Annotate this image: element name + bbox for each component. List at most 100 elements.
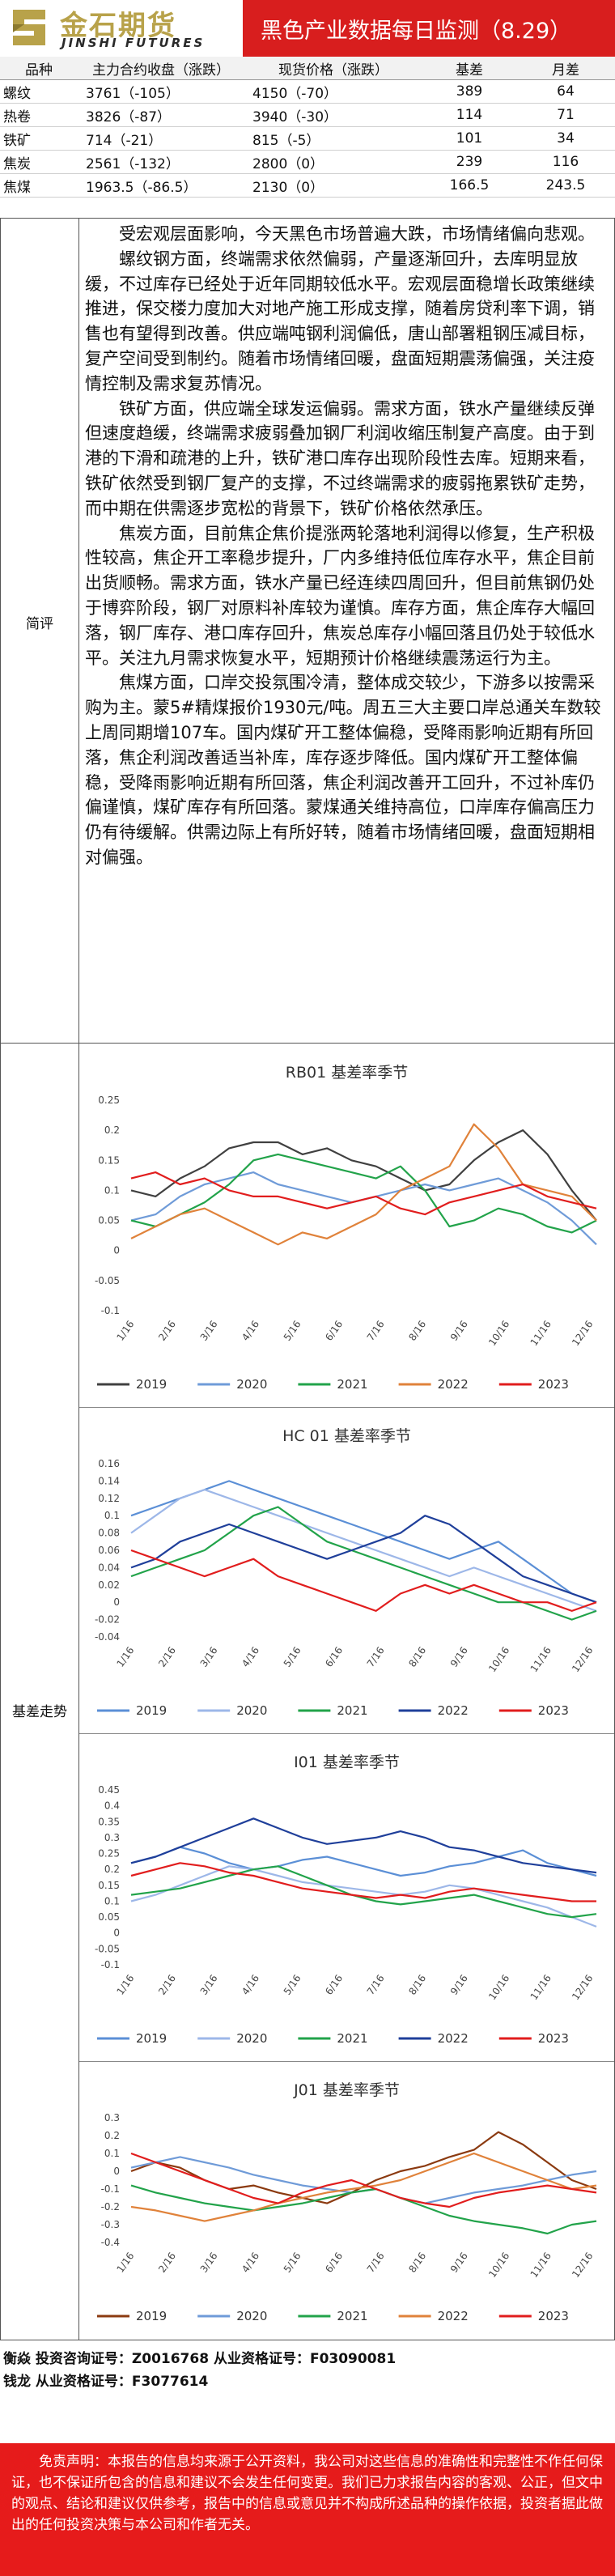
y-tick-label: -0.1 <box>101 1959 120 1970</box>
analyst-line: 衡焱 投资咨询证号：Z0016768 从业资格证号：F03090081 <box>3 2351 397 2367</box>
y-tick-label: -0.04 <box>95 1631 120 1643</box>
x-tick-label: 11/16 <box>528 1645 554 1674</box>
x-tick-label: 4/16 <box>240 1973 261 1997</box>
commentary-label: 简评 <box>26 616 53 632</box>
x-tick-label: 6/16 <box>323 1645 345 1669</box>
x-tick-label: 11/16 <box>528 1319 554 1348</box>
series-line-2021 <box>130 1506 597 1621</box>
legend-label: 2020 <box>236 2309 267 2323</box>
futures-close: 714（-21） <box>78 126 244 151</box>
y-tick-label: 0.4 <box>104 1800 120 1812</box>
y-tick-label: 0 <box>113 1596 120 1608</box>
x-tick-label: 12/16 <box>570 1319 595 1348</box>
column-header: 基差 <box>422 57 516 80</box>
y-tick-label: 0 <box>113 2166 120 2177</box>
series-line-2022 <box>130 1515 597 1604</box>
y-tick-label: 0.35 <box>98 1816 120 1827</box>
basis-value: 166.5 <box>422 173 516 198</box>
series-line-2021 <box>130 2184 597 2235</box>
y-tick-label: 0.05 <box>98 1911 120 1923</box>
table-row: 焦炭 2561（-132） 2800（0） 239 116 <box>0 150 615 174</box>
legend-label: 2021 <box>337 1377 367 1392</box>
legend-label: 2022 <box>438 1703 469 1718</box>
x-tick-label: 8/16 <box>406 2251 428 2275</box>
x-tick-label: 5/16 <box>282 1645 303 1669</box>
legend-label: 2020 <box>236 1377 267 1392</box>
basis-value: 389 <box>422 79 516 104</box>
legend-label: 2019 <box>136 1703 167 1718</box>
spread-value: 71 <box>516 103 615 127</box>
y-tick-label: -0.4 <box>101 2237 120 2248</box>
x-tick-label: 5/16 <box>282 2251 303 2275</box>
chart-j01-svg: J01 基差率季节 0.3 0.2 0.1 0 -0.1 -0.2 -0.3 -0.4 1/16 2… <box>97 2081 597 2323</box>
spread-value: 243.5 <box>516 173 615 198</box>
commodity-name: 螺纹 <box>0 79 78 104</box>
commodity-name: 热卷 <box>0 103 78 127</box>
table-row: 焦煤 1963.5（-86.5） 2130（0） 166.5 243.5 <box>0 173 615 198</box>
x-tick-label: 10/16 <box>486 1973 511 2002</box>
chart-rb01: RB01 基差率季节 0.25 0.2 0.15 0.1 0.05 0 -0.05 -0.1 1/… <box>79 1044 614 1408</box>
y-tick-label: -0.05 <box>95 1943 120 1954</box>
spread-value: 34 <box>516 126 615 151</box>
series-line-2022 <box>130 1123 597 1246</box>
series-line-2023 <box>130 1171 597 1216</box>
basis-value: 101 <box>422 126 516 151</box>
price-table: 品种 主力合约收盘（涨跌） 现货价格（涨跌） 基差 月差 螺纹 3761（-10… <box>0 57 615 198</box>
x-tick-label: 7/16 <box>365 1645 387 1669</box>
series-line-2021 <box>130 1865 597 1919</box>
company-logo: 金石期货 JINSHI FUTURES <box>0 0 243 57</box>
x-tick-label: 2/16 <box>156 1319 178 1343</box>
commentary-paragraph: 焦炭方面，目前焦企焦价提涨两轮落地利润得以修复，生产积极性较高，焦企开工率稳步提… <box>85 523 595 668</box>
chart-i01-svg: I01 基差率季节 0.45 0.4 0.35 0.3 0.25 0.2 0.15 0.1 0.0… <box>95 1753 597 2046</box>
analyst-line: 钱龙 从业资格证号：F3077614 <box>3 2374 209 2390</box>
chart-rb01-svg: RB01 基差率季节 0.25 0.2 0.15 0.1 0.05 0 -0.05 -0.1 1/… <box>95 1064 597 1392</box>
y-tick-label: -0.05 <box>95 1275 120 1286</box>
y-tick-label: 0.12 <box>98 1493 120 1504</box>
table-row: 热卷 3826（-87） 3940（-30） 114 71 <box>0 103 615 127</box>
column-header: 品种 <box>0 57 78 80</box>
y-tick-label: 0.25 <box>98 1095 120 1106</box>
table-row: 铁矿 714（-21） 815（-5） 101 34 <box>0 126 615 151</box>
legend-label: 2022 <box>438 1377 469 1392</box>
y-tick-label: 0.3 <box>104 1832 120 1843</box>
basis-value: 239 <box>422 150 516 174</box>
commentary-paragraph: 螺纹钢方面，终端需求依然偏弱，产量逐渐回升，去库明显放缓，不过库存已经处于近年同… <box>85 249 595 393</box>
y-tick-label: 0.1 <box>104 1184 120 1196</box>
chart-j01: J01 基差率季节 0.3 0.2 0.1 0 -0.1 -0.2 -0.3 -0.4 1/16 2… <box>79 2061 614 2339</box>
y-tick-label: -0.1 <box>101 1305 120 1316</box>
x-tick-label: 6/16 <box>323 2251 345 2275</box>
y-tick-label: 0.06 <box>98 1545 120 1556</box>
y-tick-label: 0.25 <box>98 1848 120 1860</box>
y-tick-label: 0.15 <box>98 1154 120 1166</box>
x-tick-label: 3/16 <box>198 1645 220 1669</box>
futures-close: 3761（-105） <box>78 79 244 104</box>
spot-price: 4150（-70） <box>244 79 422 104</box>
row-label-column: 简评 基差走势 <box>1 219 79 2340</box>
series-line-2019 <box>130 1846 597 1877</box>
logo-chinese-name: 金石期货 <box>60 10 176 42</box>
section-divider <box>1 1043 614 1044</box>
y-tick-label: 0.1 <box>104 2148 120 2159</box>
legend-label: 2021 <box>337 1703 367 1718</box>
series-line-2019 <box>130 1480 597 1604</box>
y-tick-label: 0.08 <box>98 1528 120 1539</box>
spot-price: 815（-5） <box>244 126 422 151</box>
chart-title: I01 基差率季节 <box>294 1753 400 1771</box>
series-line-2020 <box>130 2156 597 2204</box>
series-line-2020 <box>130 1488 597 1612</box>
y-tick-label: 0.45 <box>98 1784 120 1796</box>
legend-label: 2023 <box>538 1703 569 1718</box>
legend-label: 2020 <box>236 2031 267 2046</box>
legend-label: 2019 <box>136 2031 167 2046</box>
x-tick-label: 9/16 <box>448 1319 470 1343</box>
analyst-info: 衡焱 投资咨询证号：Z0016768 从业资格证号：F03090081 钱龙 从… <box>0 2348 615 2393</box>
y-tick-label: 0.04 <box>98 1562 120 1573</box>
x-tick-label: 8/16 <box>406 1645 428 1669</box>
series-line-2023 <box>130 1862 596 1902</box>
y-tick-label: 0.2 <box>104 1864 120 1875</box>
x-tick-label: 3/16 <box>198 1973 220 1997</box>
x-tick-label: 3/16 <box>198 1319 220 1343</box>
y-tick-label: 0.2 <box>104 1124 120 1136</box>
legend-label: 2023 <box>538 2309 569 2323</box>
x-tick-label: 4/16 <box>240 1645 261 1669</box>
